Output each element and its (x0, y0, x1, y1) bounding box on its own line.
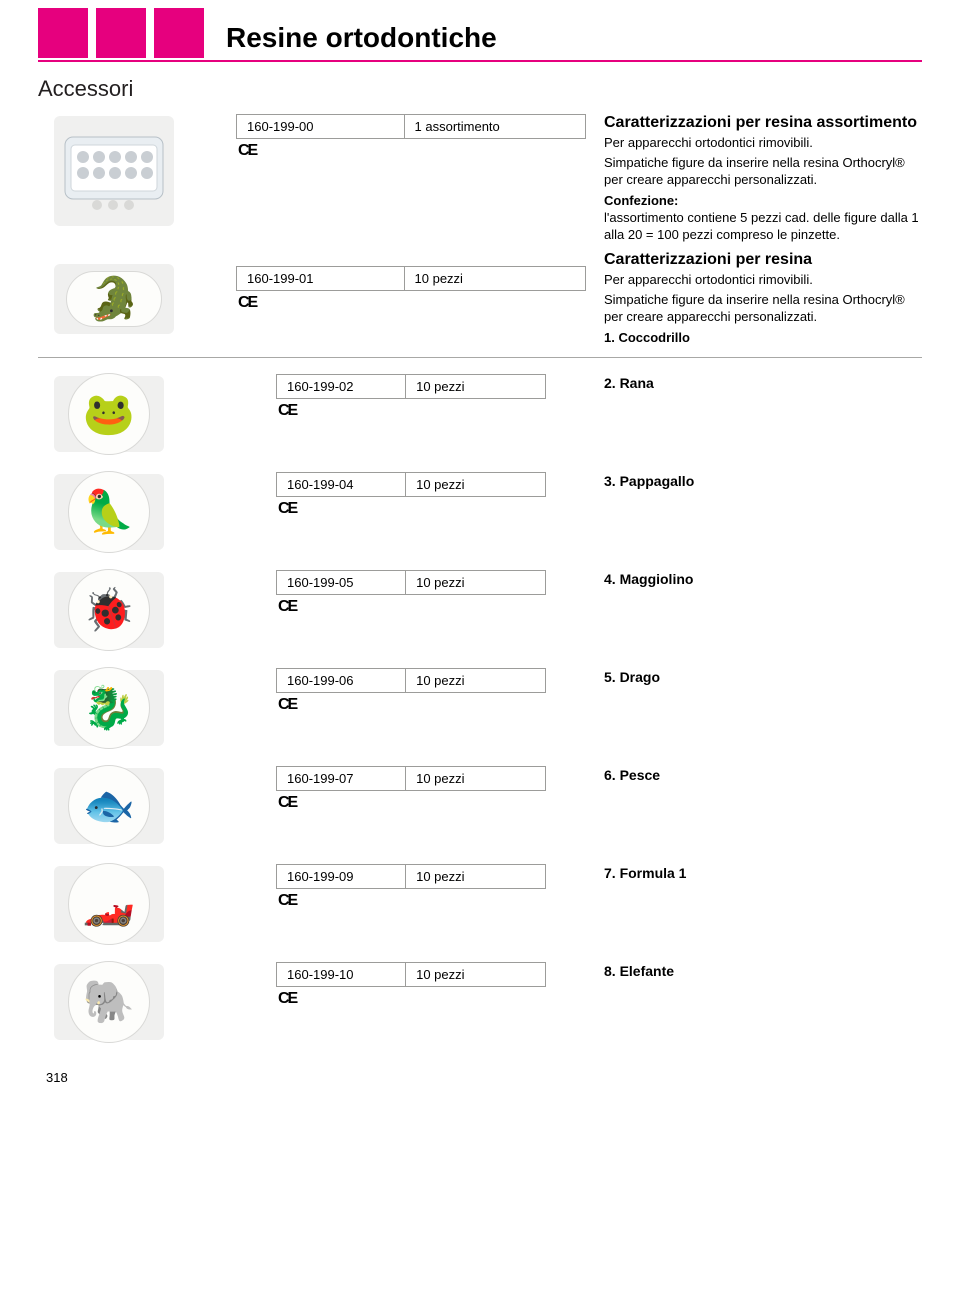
crocodile-icon: 🐊 (88, 278, 140, 320)
desc-body: l'assortimento contiene 5 pezzi cad. del… (604, 209, 922, 243)
square-icon (154, 8, 204, 58)
cell-code: 160-199-04 (277, 472, 406, 496)
product-name: 3. Pappagallo (604, 470, 922, 490)
product-row: 🏎️ 160-199-09 10 pezzi CE 7. Formula 1 (38, 862, 922, 946)
table-row: 160-199-10 10 pezzi (277, 962, 546, 986)
product-thumb: 🦜 (54, 474, 164, 550)
ce-mark: CE (238, 294, 586, 312)
product-thumb: 🐸 (54, 376, 164, 452)
title-rule (38, 60, 922, 62)
cell-code: 160-199-01 (237, 267, 405, 291)
decorative-squares (38, 8, 204, 58)
ce-mark: CE (278, 598, 586, 616)
ce-mark: CE (278, 696, 586, 714)
section-subtitle: Accessori (38, 76, 922, 102)
product-name: 8. Elefante (604, 960, 922, 980)
product-row: 🐘 160-199-10 10 pezzi CE 8. Elefante (38, 960, 922, 1044)
product-row: 🐉 160-199-06 10 pezzi CE 5. Drago (38, 666, 922, 750)
product-thumb-assortment (54, 116, 174, 226)
product-thumb-coccodrillo: 🐊 (54, 264, 174, 334)
table-row: 160-199-05 10 pezzi (277, 570, 546, 594)
product-name: 5. Drago (604, 666, 922, 686)
spec-table: 160-199-00 1 assortimento (236, 114, 586, 139)
cell-qty: 10 pezzi (404, 267, 585, 291)
spec-table: 160-199-04 10 pezzi (276, 472, 546, 497)
product-row: 🐞 160-199-05 10 pezzi CE 4. Maggiolino (38, 568, 922, 652)
ce-mark: CE (278, 500, 586, 518)
ce-mark: CE (278, 892, 586, 910)
desc-body: Simpatiche figure da inserire nella resi… (604, 291, 922, 325)
spec-table: 160-199-05 10 pezzi (276, 570, 546, 595)
product-row: 🦜 160-199-04 10 pezzi CE 3. Pappagallo (38, 470, 922, 554)
cell-qty: 10 pezzi (406, 668, 546, 692)
product-icon: 🐉 (83, 687, 135, 729)
product-name: 2. Rana (604, 372, 922, 392)
table-row: 160-199-02 10 pezzi (277, 374, 546, 398)
spec-table: 160-199-09 10 pezzi (276, 864, 546, 889)
table-row: 160-199-09 10 pezzi (277, 864, 546, 888)
section-rule (38, 357, 922, 358)
table-row: 160-199-01 10 pezzi (237, 267, 586, 291)
spec-table: 160-199-06 10 pezzi (276, 668, 546, 693)
cell-qty: 10 pezzi (406, 962, 546, 986)
square-icon (38, 8, 88, 58)
product-icon: 🦜 (83, 491, 135, 533)
cell-code: 160-199-02 (277, 374, 406, 398)
ce-mark: CE (278, 794, 586, 812)
product-thumb: 🏎️ (54, 866, 164, 942)
desc-title: Caratterizzazioni per resina (604, 249, 922, 270)
spec-table: 160-199-02 10 pezzi (276, 374, 546, 399)
product-row: 🐸 160-199-02 10 pezzi CE 2. Rana (38, 372, 922, 456)
assortment-box-icon (59, 127, 169, 215)
product-name: 6. Pesce (604, 764, 922, 784)
product-thumb: 🐉 (54, 670, 164, 746)
product-thumb: 🐟 (54, 768, 164, 844)
ce-mark: CE (238, 142, 586, 160)
cell-code: 160-199-09 (277, 864, 406, 888)
product-name: 7. Formula 1 (604, 862, 922, 882)
desc-title: Caratterizzazioni per resina assortiment… (604, 112, 922, 133)
page-number: 318 (46, 1070, 922, 1085)
desc-body: Per apparecchi ortodontici rimovibili. (604, 271, 922, 288)
square-icon (96, 8, 146, 58)
cell-code: 160-199-06 (277, 668, 406, 692)
cell-qty: 10 pezzi (406, 864, 546, 888)
desc-body: Per apparecchi ortodontici rimovibili. (604, 134, 922, 151)
product-icon: 🐘 (83, 981, 135, 1023)
product-icon: 🐞 (83, 589, 135, 631)
cell-code: 160-199-05 (277, 570, 406, 594)
product-icon: 🐟 (83, 785, 135, 827)
product-row: 🐟 160-199-07 10 pezzi CE 6. Pesce (38, 764, 922, 848)
product-name: 4. Maggiolino (604, 568, 922, 588)
spec-table: 160-199-10 10 pezzi (276, 962, 546, 987)
cell-code: 160-199-10 (277, 962, 406, 986)
product-icon: 🐸 (83, 393, 135, 435)
header-bar: Resine ortodontiche (38, 0, 922, 58)
cell-qty: 10 pezzi (406, 570, 546, 594)
product-thumb: 🐞 (54, 572, 164, 648)
cell-qty: 10 pezzi (406, 472, 546, 496)
table-row: 160-199-07 10 pezzi (277, 766, 546, 790)
spec-table: 160-199-07 10 pezzi (276, 766, 546, 791)
product-icon: 🏎️ (83, 883, 135, 925)
cell-qty: 10 pezzi (406, 766, 546, 790)
cell-code: 160-199-07 (277, 766, 406, 790)
page-title: Resine ortodontiche (226, 22, 922, 58)
table-row: 160-199-04 10 pezzi (277, 472, 546, 496)
cell-qty: 1 assortimento (404, 115, 585, 139)
cell-code: 160-199-00 (237, 115, 405, 139)
desc-label: Confezione: (604, 193, 678, 208)
main-group: 🐊 160-199-00 1 assortimento CE 160-199-0… (38, 112, 922, 349)
desc-body: Simpatiche figure da inserire nella resi… (604, 154, 922, 188)
table-row: 160-199-00 1 assortimento (237, 115, 586, 139)
desc-variant: 1. Coccodrillo (604, 329, 922, 346)
product-thumb: 🐘 (54, 964, 164, 1040)
spec-table: 160-199-01 10 pezzi (236, 266, 586, 291)
cell-qty: 10 pezzi (406, 374, 546, 398)
ce-mark: CE (278, 402, 586, 420)
table-row: 160-199-06 10 pezzi (277, 668, 546, 692)
ce-mark: CE (278, 990, 586, 1008)
